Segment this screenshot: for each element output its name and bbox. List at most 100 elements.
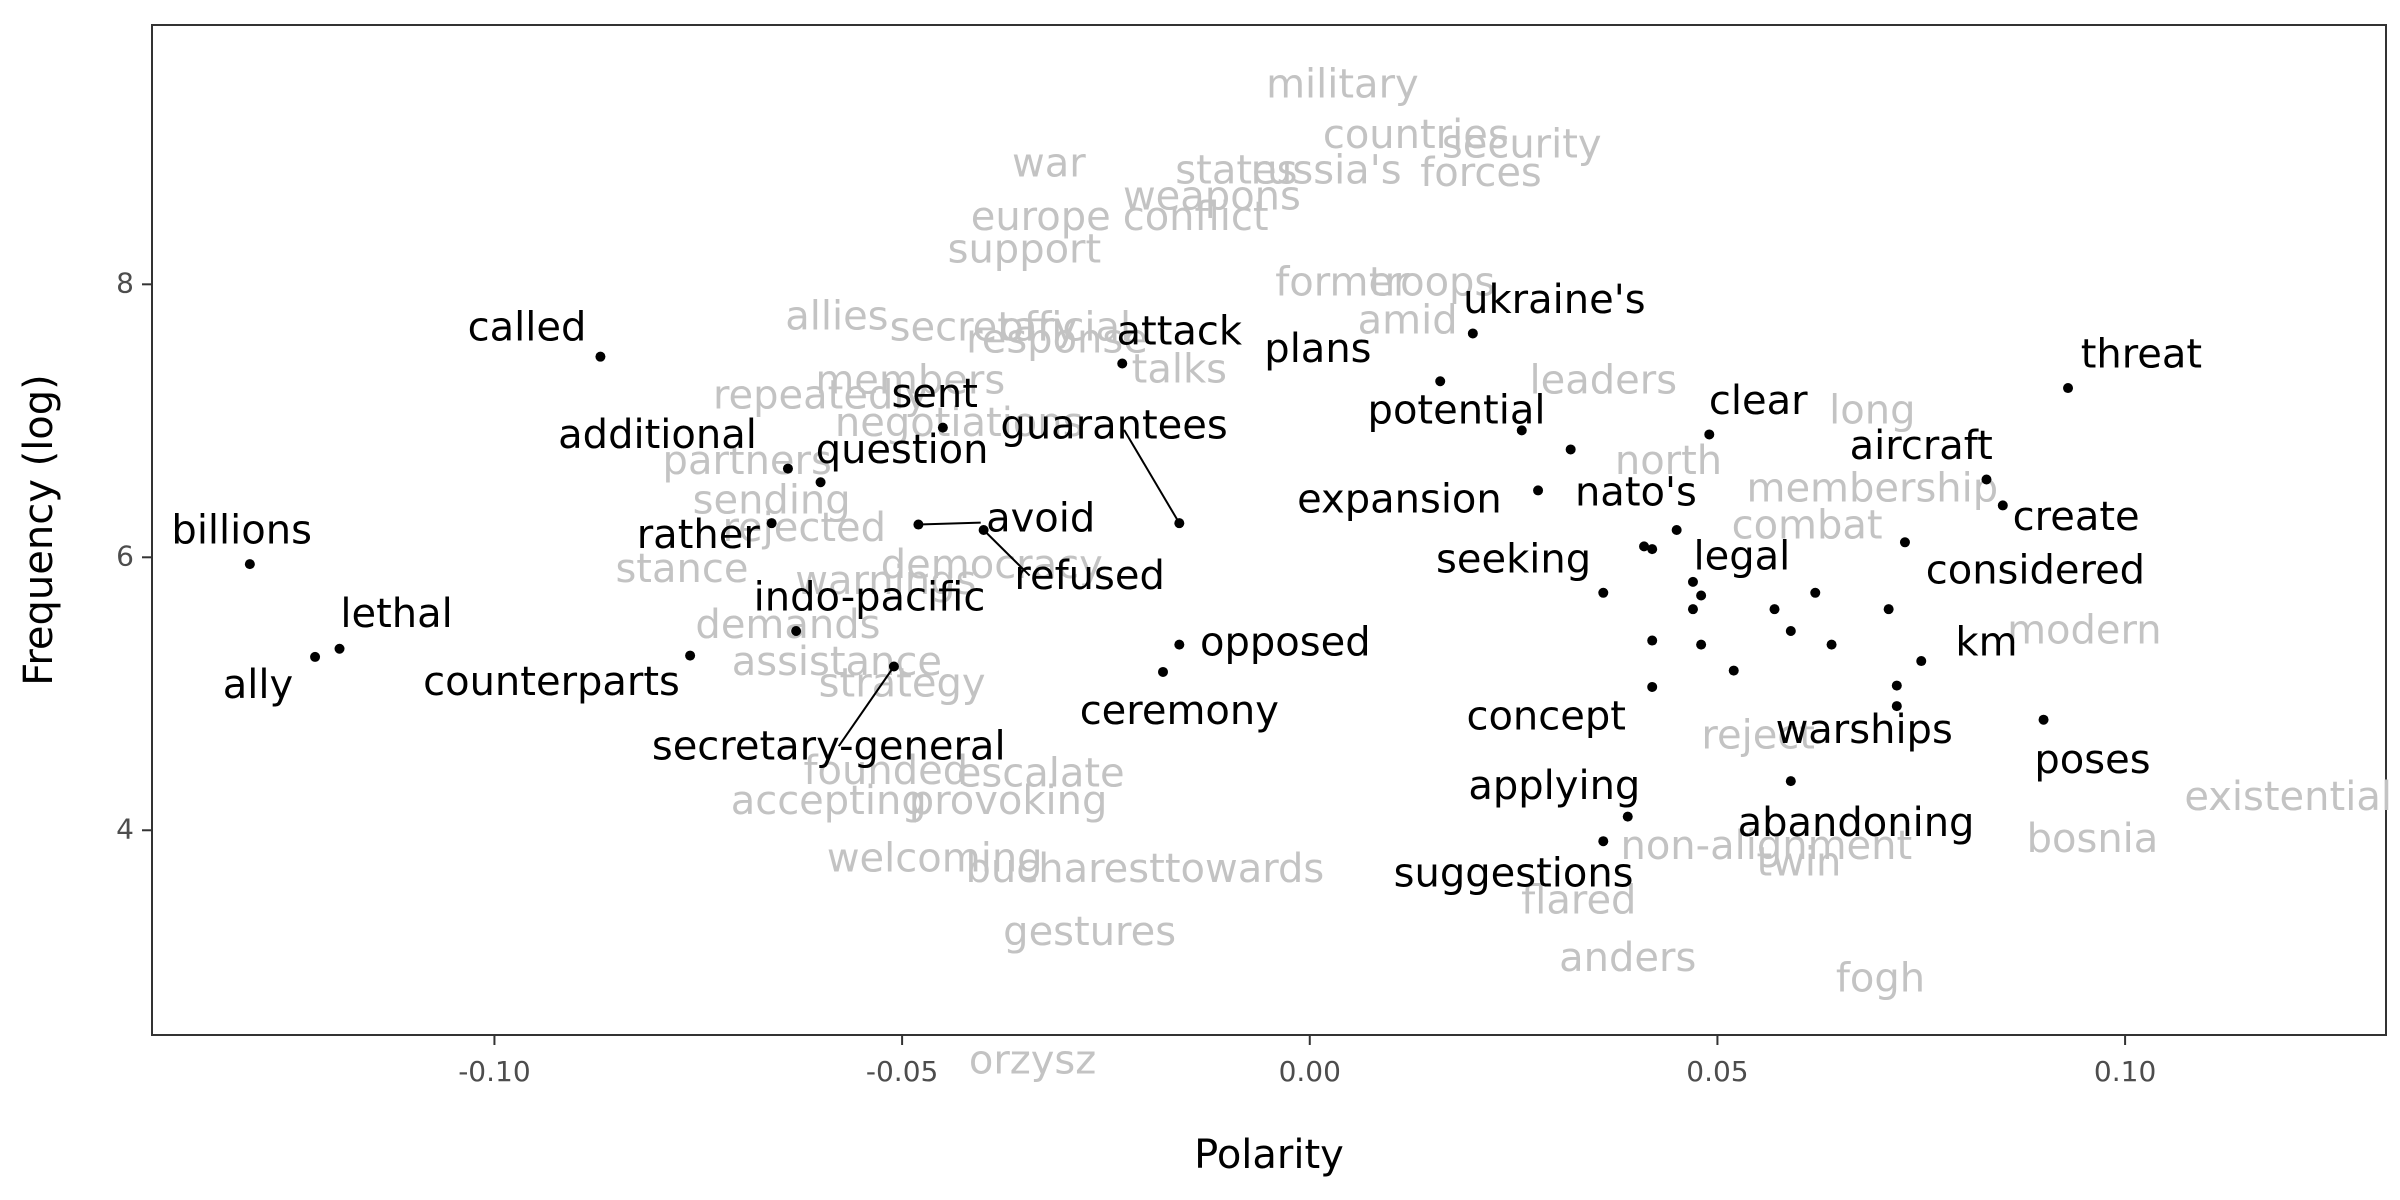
label-ceremony: ceremony (1080, 688, 1279, 734)
label-expansion: expansion (1297, 476, 1502, 522)
label-lethal: lethal (340, 591, 452, 637)
point-called (595, 351, 606, 362)
label-warships: warships (1776, 707, 1953, 753)
label-seeking: seeking (1436, 536, 1591, 582)
point-ceremony (1158, 666, 1169, 677)
label-abandoning: abandoning (1738, 800, 1975, 846)
point-unlabeled-4 (1696, 590, 1707, 601)
label-counterparts: counterparts (423, 659, 680, 705)
point-poses (2038, 714, 2049, 725)
point-unlabeled-3 (1687, 576, 1698, 587)
background-word-states: states (1175, 147, 1297, 193)
point-create (1997, 500, 2008, 511)
label-potential: potential (1368, 388, 1546, 434)
background-word-russia-s: russia's (1251, 147, 1402, 193)
point-refused (978, 525, 989, 535)
point-aircraft (1981, 474, 1992, 485)
point-km (1916, 656, 1927, 667)
background-word-partners: partners (663, 438, 832, 484)
leader-line-secretary-general (837, 665, 895, 747)
background-word-conflict: conflict (1123, 194, 1269, 240)
background-word-amid: amid (1358, 298, 1458, 344)
label-applying: applying (1468, 763, 1640, 809)
label-called: called (468, 304, 587, 350)
label-additional: additional (558, 412, 757, 458)
y-axis-title: Frequency (log) (16, 374, 62, 686)
background-word-allies: allies (785, 293, 888, 339)
leader-lines (837, 429, 1181, 747)
background-word-combat: combat (1732, 502, 1883, 548)
background-word-former: former (1275, 259, 1410, 305)
label-poses: poses (2034, 737, 2150, 783)
background-word-gestures: gestures (1003, 909, 1176, 955)
background-word-orzysz: orzysz (969, 1037, 1096, 1083)
background-word-demands: demands (695, 602, 880, 648)
point-unlabeled-2 (1647, 544, 1658, 555)
label-indo-pacific: indo-pacific (754, 575, 986, 621)
background-word-towards: towards (1165, 846, 1324, 892)
point-nato-s (1565, 444, 1576, 455)
background-word-official: official (999, 304, 1131, 350)
label-considered: considered (1926, 547, 2145, 593)
background-word-negotiations: negotiations (835, 400, 1084, 446)
point-suggestions (1598, 836, 1609, 847)
background-word-provoking: provoking (909, 778, 1108, 824)
point-abandoning (1785, 776, 1796, 787)
point-attack (1117, 358, 1128, 369)
point-guarantees (1174, 518, 1185, 529)
point-considered (1899, 537, 1910, 548)
background-word-founded: founded (803, 748, 968, 794)
background-word-response: response (966, 317, 1148, 363)
background-word-forces: forces (1420, 150, 1542, 196)
point-unlabeled-1 (1639, 541, 1650, 552)
label-km: km (1955, 620, 2017, 666)
x-axis: -0.10 -0.05 0.00 0.05 0.10 (458, 1035, 2156, 1088)
background-word-twin: twin (1757, 839, 1842, 885)
background-word-non-alignment: non-alignment (1620, 823, 1912, 869)
point-avoid (913, 519, 924, 530)
point-unlabeled-11 (1810, 587, 1821, 598)
point-concept (1647, 681, 1658, 692)
leader-line-guarantees (1123, 429, 1181, 524)
point-indo-pacific (791, 626, 802, 636)
label-ukraine-s: ukraine's (1463, 277, 1645, 323)
leader-line-avoid (918, 521, 981, 526)
label-create: create (2013, 494, 2140, 540)
background-word-troops: troops (1369, 259, 1495, 305)
point-billions (244, 559, 255, 570)
background-word-leaders: leaders (1530, 358, 1678, 404)
label-plans: plans (1264, 326, 1371, 372)
point-legal (1671, 525, 1682, 535)
background-word-military: military (1266, 61, 1419, 107)
label-threat: threat (2081, 332, 2202, 378)
background-word-welcoming: welcoming (827, 835, 1043, 881)
label-opposed: opposed (1200, 620, 1371, 666)
background-word-security: security (1442, 121, 1602, 167)
y-tick-label: 8 (116, 266, 134, 299)
background-word-modern: modern (2007, 607, 2162, 653)
background-word-democracy: democracy (881, 542, 1103, 588)
background-word-strategy: strategy (819, 661, 986, 707)
point-potential (1516, 425, 1527, 436)
background-word-membership: membership (1746, 465, 1998, 511)
x-tick-label: 0.10 (2094, 1055, 2156, 1088)
point-opposed (1174, 639, 1185, 650)
label-guarantees: guarantees (1000, 403, 1227, 449)
point-unlabeled-14 (1891, 680, 1902, 691)
background-word-long: long (1829, 388, 1915, 434)
background-word-bucharest: bucharest (966, 846, 1165, 892)
leader-line-refused (982, 529, 1031, 577)
background-word-warnings: warnings (795, 558, 976, 604)
point-plans (1435, 376, 1446, 387)
background-word-countries: countries (1323, 112, 1509, 158)
background-word-war: war (1012, 141, 1086, 187)
label-rather: rather (637, 512, 761, 558)
label-sent: sent (891, 371, 977, 417)
x-tick-label: 0.00 (1279, 1055, 1341, 1088)
x-tick-label: -0.10 (458, 1055, 530, 1088)
x-tick-label: 0.05 (1686, 1055, 1748, 1088)
background-word-secretary: secretary (890, 304, 1078, 350)
point-unlabeled-10 (1785, 626, 1796, 636)
